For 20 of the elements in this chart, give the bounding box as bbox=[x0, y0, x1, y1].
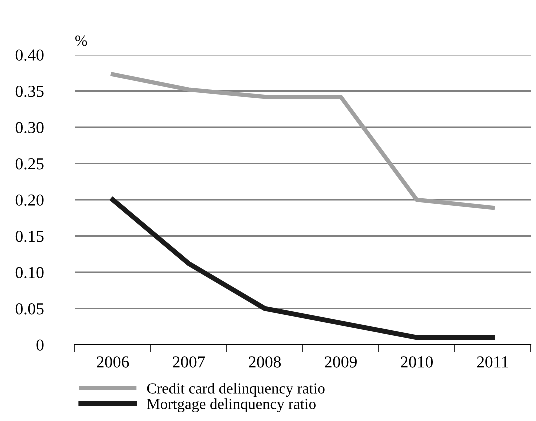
y-tick-label: 0.40 bbox=[16, 50, 44, 62]
y-tick-label: 0 bbox=[36, 340, 44, 351]
y-tick-label: 0.20 bbox=[16, 194, 44, 206]
x-tick-label: 2011 bbox=[477, 356, 508, 368]
line-series bbox=[110, 198, 496, 340]
y-tick-label: 0.30 bbox=[16, 122, 44, 134]
x-tick-label: 2008 bbox=[249, 356, 282, 368]
x-tick-label: 2009 bbox=[325, 356, 357, 368]
y-tick-label: 0.25 bbox=[16, 158, 44, 170]
x-tick-label: 2006 bbox=[97, 356, 130, 368]
y-tick-label: 0.15 bbox=[16, 230, 44, 242]
x-tick-label: 2007 bbox=[173, 356, 206, 368]
legend-label: Credit card delinquency ratio bbox=[147, 383, 325, 397]
legend-label: Mortgage delinquency ratio bbox=[147, 398, 316, 413]
y-tick-label: 0.05 bbox=[16, 303, 44, 315]
y-axis-title: % bbox=[76, 36, 88, 46]
x-tick-label: 2010 bbox=[401, 356, 434, 368]
y-tick-label: 0.10 bbox=[16, 267, 44, 279]
line-series bbox=[110, 72, 496, 210]
y-tick-label: 0.35 bbox=[16, 86, 44, 98]
